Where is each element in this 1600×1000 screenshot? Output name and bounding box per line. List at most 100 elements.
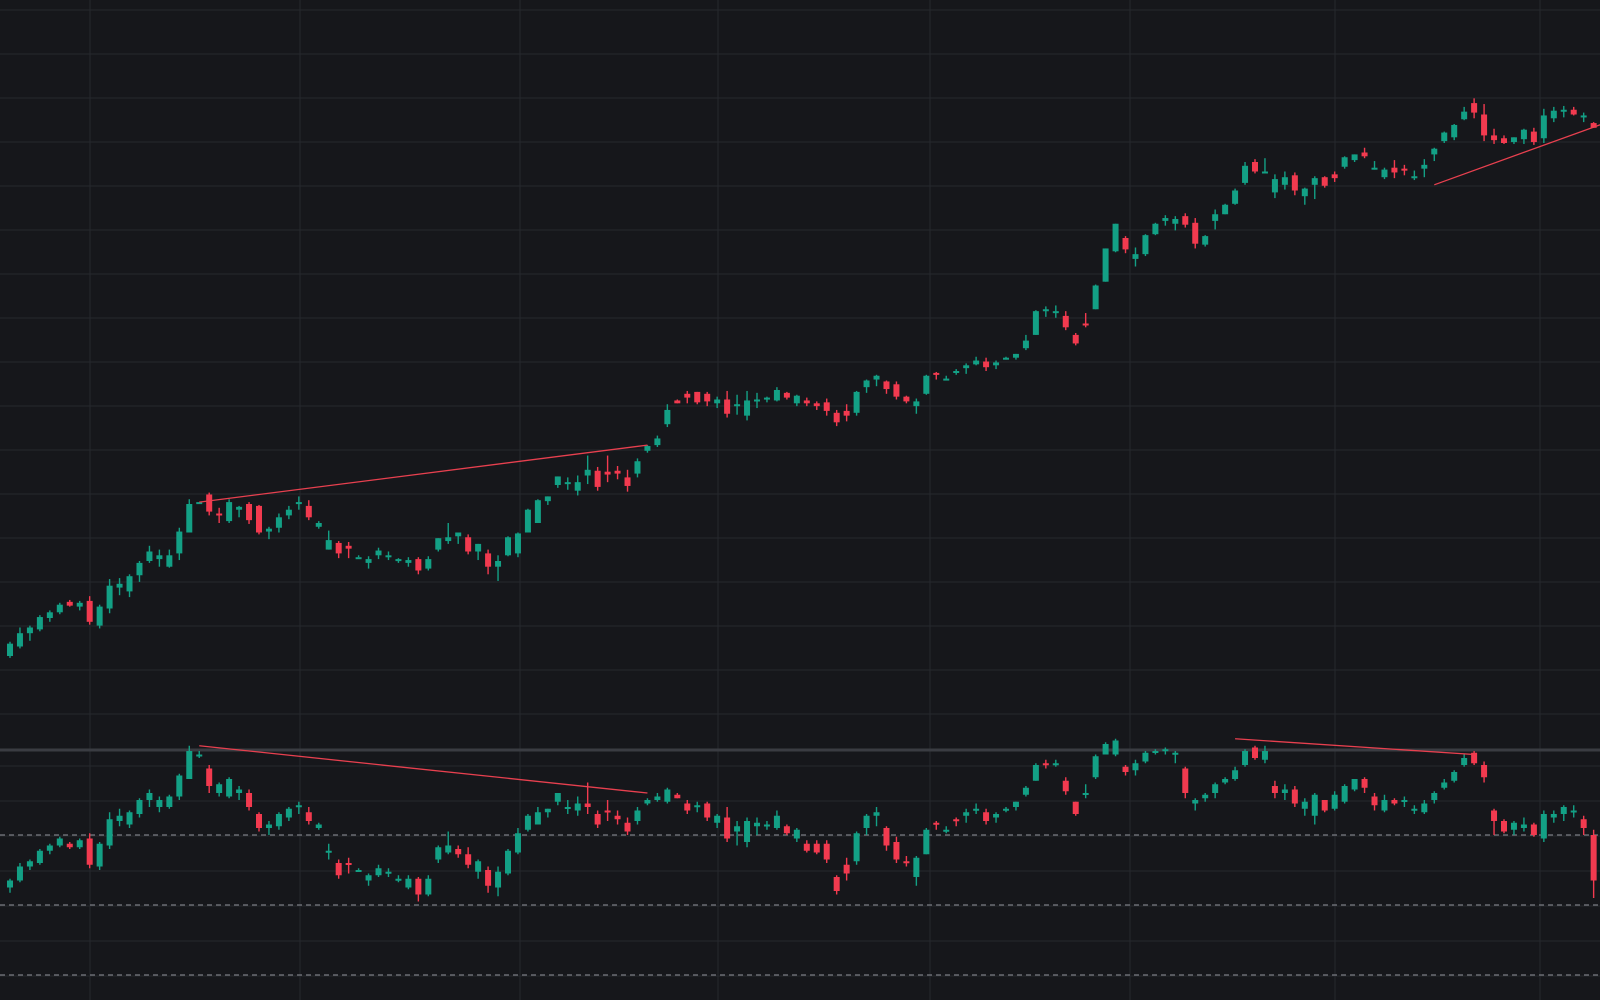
candle-up xyxy=(285,509,292,516)
indicator-pane[interactable] xyxy=(0,738,1600,976)
candle-up xyxy=(226,779,233,797)
candle-up xyxy=(315,824,322,828)
candle-down xyxy=(833,412,840,423)
candle-up xyxy=(973,808,980,811)
candle-up xyxy=(923,829,930,855)
candle-up xyxy=(654,796,661,800)
candle-down xyxy=(1331,174,1338,179)
candle-up xyxy=(1092,285,1099,310)
candle-up xyxy=(1012,801,1019,807)
candle-down xyxy=(704,803,711,818)
candle-up xyxy=(853,391,860,413)
candle-up xyxy=(325,540,332,550)
candle-up xyxy=(1232,190,1239,204)
candle-down xyxy=(594,814,601,825)
candle-up xyxy=(166,555,173,567)
candle-up xyxy=(793,395,800,404)
trendline[interactable] xyxy=(199,444,648,503)
candle-down xyxy=(465,537,472,552)
candle-up xyxy=(46,845,53,851)
candle-down xyxy=(1391,800,1398,804)
candle-up xyxy=(953,371,960,373)
candle-up xyxy=(793,829,800,839)
candle-down xyxy=(1122,238,1129,250)
candle-up xyxy=(375,868,382,876)
candle-up xyxy=(1570,810,1577,813)
candle-down xyxy=(1182,768,1189,793)
candle-up xyxy=(1510,822,1517,830)
candle-down xyxy=(206,494,213,512)
candle-down xyxy=(86,838,93,865)
candle-up xyxy=(7,880,13,888)
candle-up xyxy=(1102,744,1109,755)
candle-up xyxy=(664,409,671,425)
candle-down xyxy=(893,384,900,397)
candle-up xyxy=(1381,169,1388,178)
candle-down xyxy=(933,822,940,825)
trendline[interactable] xyxy=(1235,738,1475,756)
candle-up xyxy=(495,561,502,567)
candle-down xyxy=(953,819,960,822)
candle-up xyxy=(1520,129,1527,140)
candle-up xyxy=(1242,165,1249,183)
candle-up xyxy=(355,870,362,872)
candle-up xyxy=(275,814,282,827)
candle-up xyxy=(156,800,163,807)
candle-up xyxy=(634,810,641,821)
candle-up xyxy=(146,551,153,561)
candle-up xyxy=(1560,109,1567,112)
candle-up xyxy=(1580,115,1587,118)
candle-up xyxy=(505,537,511,556)
candle-up xyxy=(1162,749,1169,752)
candle-down xyxy=(1501,138,1507,143)
candle-up xyxy=(664,789,671,802)
candle-up xyxy=(1271,179,1278,193)
candle-up xyxy=(1142,752,1149,762)
candle-up xyxy=(1003,808,1009,811)
candle-up xyxy=(96,606,103,626)
candle-down xyxy=(455,849,462,855)
candle-up xyxy=(186,751,193,779)
candle-up xyxy=(1052,311,1059,314)
candle-up xyxy=(56,838,63,846)
candle-up xyxy=(16,866,23,881)
candle-up xyxy=(1550,814,1557,818)
candle-up xyxy=(744,821,751,842)
candle-up xyxy=(514,533,521,554)
candle-down xyxy=(1570,109,1577,115)
candle-up xyxy=(106,585,113,609)
candle-down xyxy=(86,600,93,622)
candle-up xyxy=(993,814,1000,818)
trendline[interactable] xyxy=(199,745,648,794)
candle-up xyxy=(1341,157,1348,167)
candle-down xyxy=(1481,765,1488,778)
candle-up xyxy=(136,800,143,814)
candle-up xyxy=(534,500,541,523)
candle-down xyxy=(584,803,591,807)
candle-up xyxy=(714,399,721,404)
candle-down xyxy=(624,822,631,832)
candle-up xyxy=(1172,219,1179,224)
candle-up xyxy=(1032,765,1039,781)
candle-up xyxy=(1351,154,1358,161)
candle-down xyxy=(694,391,701,403)
price-pane[interactable] xyxy=(7,98,1600,658)
candle-up xyxy=(973,360,980,365)
candle-up xyxy=(236,789,243,793)
candle-down xyxy=(485,870,492,886)
candle-up xyxy=(1003,357,1009,360)
candle-up xyxy=(1082,793,1089,795)
candle-up xyxy=(1381,800,1388,811)
candle-up xyxy=(1281,789,1288,793)
candle-up xyxy=(943,378,950,381)
candle-down xyxy=(1062,315,1069,328)
trendline[interactable] xyxy=(1434,98,1600,186)
candle-up xyxy=(325,850,332,853)
candle-up xyxy=(524,815,531,830)
candle-down xyxy=(704,393,711,402)
candle-up xyxy=(375,550,382,556)
candle-up xyxy=(46,612,53,618)
candle-up xyxy=(475,543,482,552)
